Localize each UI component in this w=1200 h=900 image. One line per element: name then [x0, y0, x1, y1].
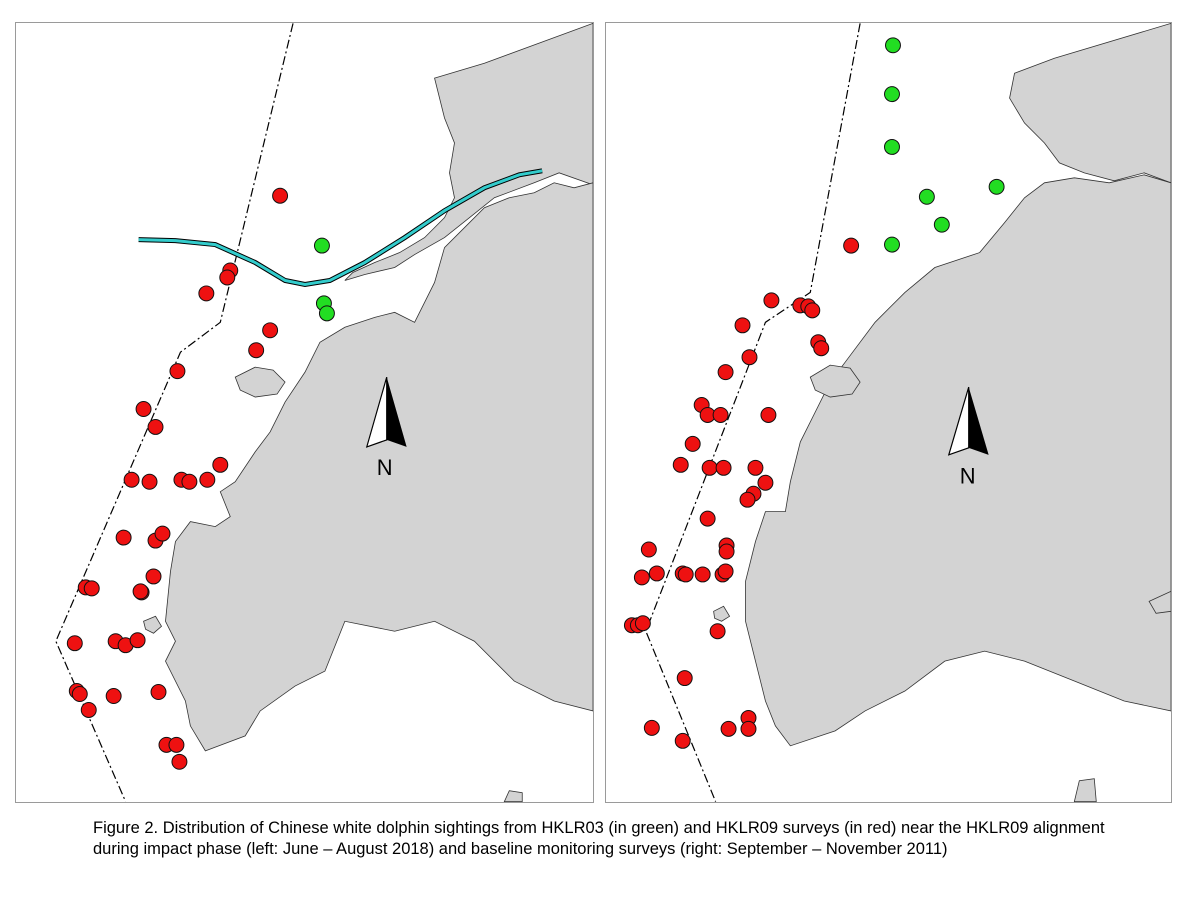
hklr09-sighting-marker [66, 635, 83, 652]
land-bottom-islet [503, 790, 523, 802]
hklr09-sighting-marker [150, 684, 167, 701]
hklr09-sighting-marker [715, 459, 732, 476]
hklr09-sighting-marker [843, 237, 860, 254]
hklr09-sighting-marker [129, 632, 146, 649]
land-north [344, 23, 593, 281]
hklr09-sighting-marker [712, 407, 729, 423]
land-main [165, 182, 593, 752]
map-canvas-right: N [623, 23, 1171, 802]
map-panel-baseline: N [605, 22, 1172, 803]
hklr09-sighting-marker [198, 285, 215, 302]
island-small [234, 366, 286, 398]
hklr09-sighting-marker [643, 719, 660, 736]
hklr09-sighting-marker [80, 701, 97, 718]
hklr09-sighting-marker [694, 566, 711, 583]
map-canvas-left: N [55, 23, 593, 802]
hklr09-sighting-marker [145, 568, 162, 585]
land-main [745, 174, 1171, 747]
hklr09-sighting-marker [141, 473, 158, 490]
land-north [1009, 23, 1171, 184]
hklr09-sighting-marker [676, 670, 693, 687]
sightings-right [623, 37, 1005, 749]
hklr09-sighting-marker [717, 364, 734, 381]
hklr09-sighting-marker [813, 340, 830, 357]
hklr09-sighting-marker [634, 615, 651, 632]
hklr09-sighting-marker [199, 471, 216, 488]
north-arrow-icon: N [365, 376, 407, 480]
hklr03-sighting-marker [885, 37, 901, 54]
hklr03-sighting-marker [313, 237, 330, 254]
hklr09-sighting-marker [105, 688, 122, 704]
north-label: N [960, 464, 976, 489]
hklr09-sighting-marker [701, 459, 718, 476]
hklr09-sighting-marker [248, 342, 265, 359]
hklr09-sighting-marker [734, 317, 751, 334]
hklr09-sighting-marker [672, 456, 689, 473]
hklr09-sighting-marker [272, 187, 289, 204]
hklr03-sighting-marker [918, 188, 935, 205]
hklr09-sighting-marker [169, 363, 186, 380]
hklr09-sighting-marker [154, 525, 171, 542]
hklr09-alignment-fill [138, 169, 543, 286]
hklr09-sighting-marker [699, 510, 716, 527]
north-arrow-icon: N [947, 386, 989, 489]
hklr09-sighting-marker [720, 720, 737, 737]
hklr09-sighting-marker [709, 623, 726, 640]
hklr09-sighting-marker [640, 541, 657, 558]
hklr09-sighting-marker [684, 435, 701, 452]
hklr09-sighting-marker [132, 583, 149, 600]
island-small [809, 364, 861, 398]
hklr03-sighting-marker [318, 305, 335, 322]
land-east-islet [1148, 590, 1171, 614]
hklr09-sighting-marker [633, 569, 650, 586]
north-label: N [377, 455, 393, 480]
hklr09-sighting-marker [123, 471, 140, 488]
hklr09-sighting-marker [760, 407, 777, 423]
hklr09-sighting-marker [747, 459, 764, 476]
hklr09-sighting-marker [135, 401, 152, 417]
island-tiny [713, 605, 731, 622]
hklr09-sighting-marker [677, 566, 694, 583]
survey-boundary [645, 23, 861, 802]
hklr09-sighting-marker [115, 529, 132, 546]
hklr09-sighting-marker [741, 349, 758, 366]
hklr09-sighting-marker [674, 732, 691, 749]
hklr03-sighting-marker [884, 138, 900, 155]
figure-caption: Figure 2. Distribution of Chinese white … [93, 819, 1105, 858]
hklr09-sighting-marker [718, 543, 735, 560]
hklr03-sighting-marker [884, 86, 900, 103]
hklr09-sighting-marker [181, 473, 198, 490]
hklr09-sighting-marker [804, 302, 821, 319]
hklr03-sighting-marker [933, 216, 950, 233]
hklr03-sighting-marker [988, 178, 1005, 195]
hklr09-sighting-marker [740, 720, 757, 737]
hklr09-sighting-marker [739, 491, 756, 508]
hklr09-sighting-marker [168, 736, 185, 753]
sightings-left [66, 187, 335, 770]
hklr09-sighting-marker [648, 565, 665, 582]
land-bottom-islet [1073, 778, 1097, 802]
map-panel-impact-phase: N [15, 22, 594, 803]
hklr09-sighting-marker [71, 686, 88, 702]
hklr09-sighting-marker [212, 456, 229, 473]
hklr09-sighting-marker [219, 269, 236, 286]
hklr09-sighting-marker [83, 580, 100, 597]
island-tiny [143, 615, 163, 634]
hklr09-sighting-marker [757, 474, 774, 491]
hklr09-sighting-marker [763, 292, 780, 309]
hklr09-sighting-marker [717, 563, 734, 580]
hklr09-sighting-marker [171, 753, 188, 770]
hklr09-sighting-marker [262, 322, 279, 339]
hklr09-sighting-marker [147, 418, 164, 435]
hklr03-sighting-marker [884, 236, 900, 253]
